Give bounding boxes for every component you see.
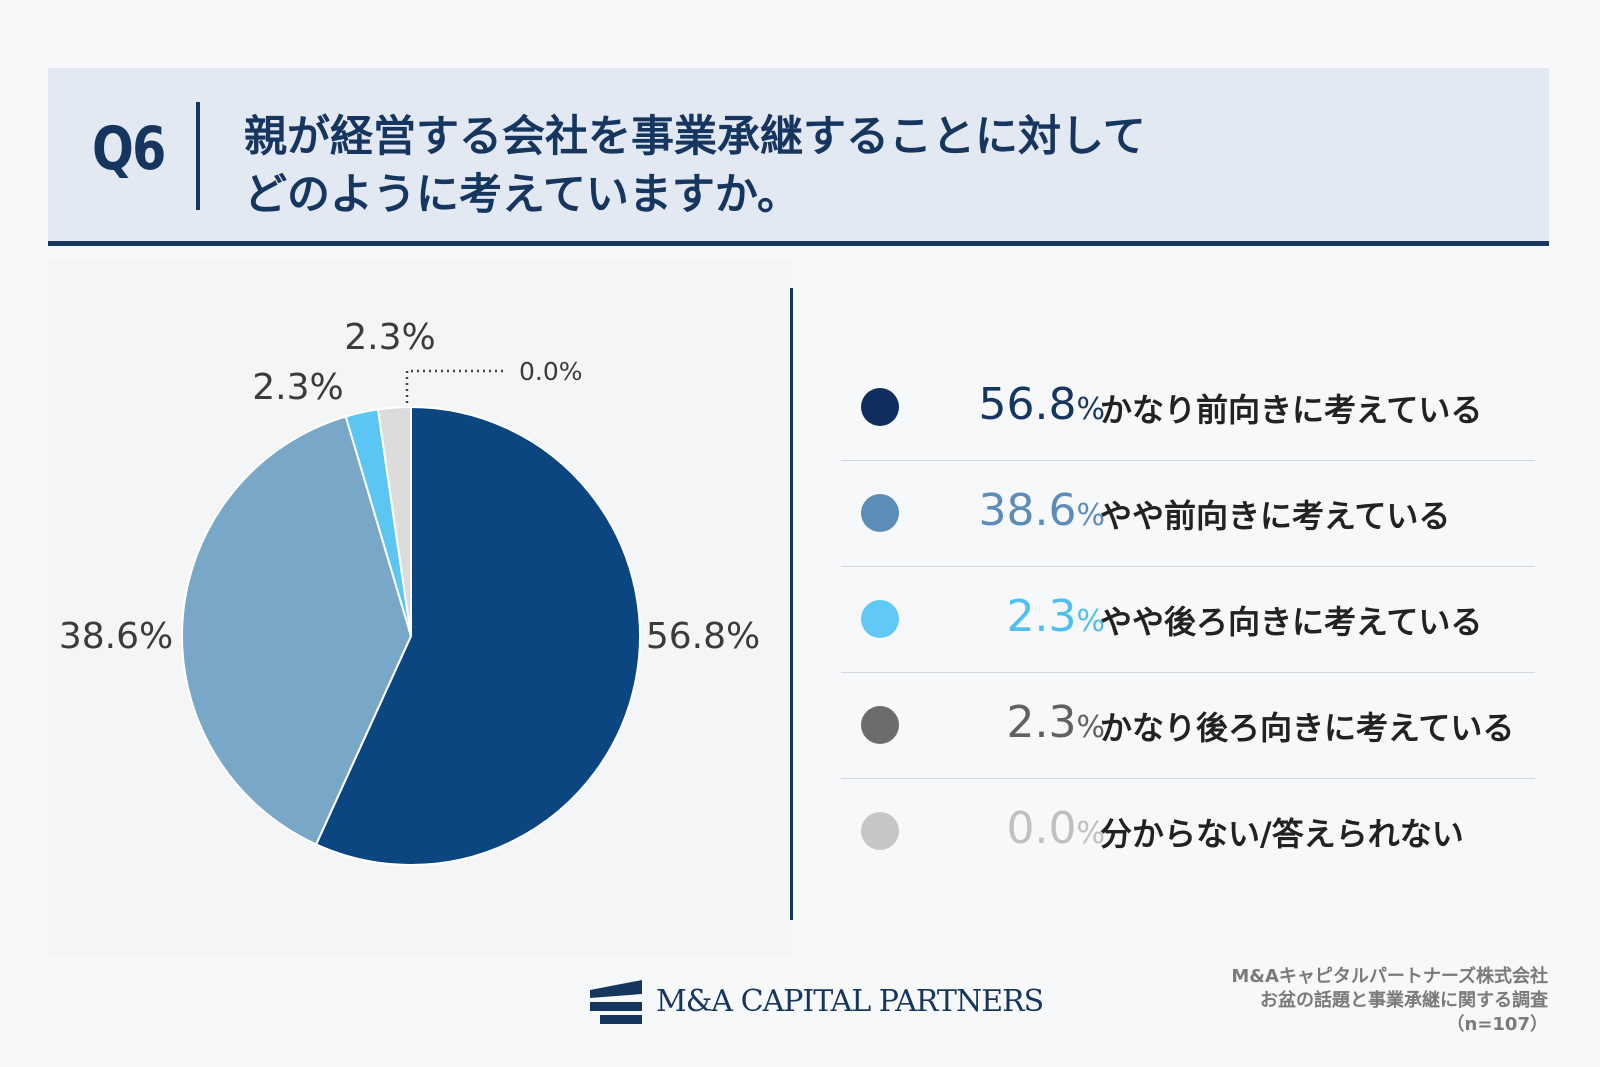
source-note: M&Aキャピタルパートナーズ株式会社 お盆の話題と事業承継に関する調査 （n=1…	[1231, 965, 1548, 1037]
legend-number: 0.0	[1006, 803, 1077, 854]
legend-label: やや前向きに考えている	[1100, 497, 1451, 535]
source-survey: お盆の話題と事業承継に関する調査	[1260, 990, 1548, 1011]
header-divider	[196, 102, 200, 210]
callout-leader-line	[405, 369, 506, 403]
legend-percent-sign: %	[1076, 392, 1105, 427]
legend-value: 2.3%	[905, 697, 1106, 748]
question-line-2: どのように考えていますか。	[244, 170, 800, 220]
legend: 56.8% かなり前向きに考えている 38.6% やや前向きに考えている 2.3% やや後…	[841, 355, 1535, 885]
legend-dot-icon	[861, 706, 899, 744]
legend-separator	[841, 566, 1535, 567]
company-logo: M&A CAPITAL PARTNERS	[590, 980, 1044, 1032]
legend-label: やや後ろ向きに考えている	[1100, 603, 1483, 641]
logo-text: M&A CAPITAL PARTNERS	[656, 984, 1044, 1019]
legend-dot-icon	[861, 812, 899, 850]
pie-slice	[181, 415, 413, 846]
legend-percent-sign: %	[1076, 710, 1105, 745]
legend-label: かなり前向きに考えている	[1100, 391, 1483, 429]
legend-value: 0.0%	[905, 803, 1106, 854]
vertical-divider	[790, 288, 793, 920]
legend-value: 38.6%	[905, 485, 1105, 536]
legend-label: かなり後ろ向きに考えている	[1100, 709, 1515, 747]
pie-chart-panel: 56.8% 38.6% 2.3% 2.3% 0.0%	[48, 258, 792, 958]
source-company: M&Aキャピタルパートナーズ株式会社	[1231, 966, 1548, 987]
pie-slice-label: 2.3%	[344, 317, 435, 358]
legend-item: 56.8% かなり前向きに考えている	[841, 355, 1535, 461]
pie-slice	[376, 405, 412, 637]
legend-dot-icon	[861, 600, 899, 638]
legend-value: 56.8%	[905, 379, 1105, 430]
legend-number: 2.3	[1006, 697, 1077, 748]
legend-separator	[841, 460, 1535, 461]
legend-item: 0.0% 分からない/答えられない	[845, 779, 1535, 885]
pie-slice-label: 0.0%	[519, 357, 583, 386]
legend-dot-icon	[861, 494, 899, 532]
question-line-1: 親が経営する会社を事業承継することに対して	[244, 112, 1146, 162]
legend-value: 2.3%	[905, 591, 1106, 642]
pie-slice-label: 56.8%	[646, 616, 760, 657]
legend-percent-sign: %	[1076, 604, 1105, 639]
legend-number: 38.6	[978, 485, 1077, 536]
question-text: 親が経営する会社を事業承継することに対して どのように考えていますか。	[244, 108, 1146, 224]
pie-slice-label: 2.3%	[252, 367, 343, 408]
pie-slice	[314, 405, 641, 866]
legend-label: 分からない/答えられない	[1100, 815, 1464, 853]
question-header: Q6 親が経営する会社を事業承継することに対して どのように考えていますか。	[48, 68, 1549, 246]
legend-item: 2.3% やや後ろ向きに考えている	[841, 567, 1535, 673]
logo-mark-icon	[590, 980, 642, 1024]
legend-item: 2.3% かなり後ろ向きに考えている	[841, 673, 1535, 779]
legend-item: 38.6% やや前向きに考えている	[841, 461, 1535, 567]
legend-percent-sign: %	[1076, 498, 1105, 533]
source-sample-size: （n=107）	[1446, 1014, 1548, 1035]
pie-slice-label: 38.6%	[59, 616, 173, 657]
legend-number: 2.3	[1006, 591, 1077, 642]
question-number: Q6	[92, 114, 166, 184]
legend-dot-icon	[861, 388, 899, 426]
legend-separator	[841, 778, 1535, 779]
legend-number: 56.8	[978, 379, 1077, 430]
legend-separator	[841, 672, 1535, 673]
pie-chart: 56.8% 38.6% 2.3%2.3% 0.0%	[59, 317, 760, 866]
legend-percent-sign: %	[1076, 816, 1105, 851]
